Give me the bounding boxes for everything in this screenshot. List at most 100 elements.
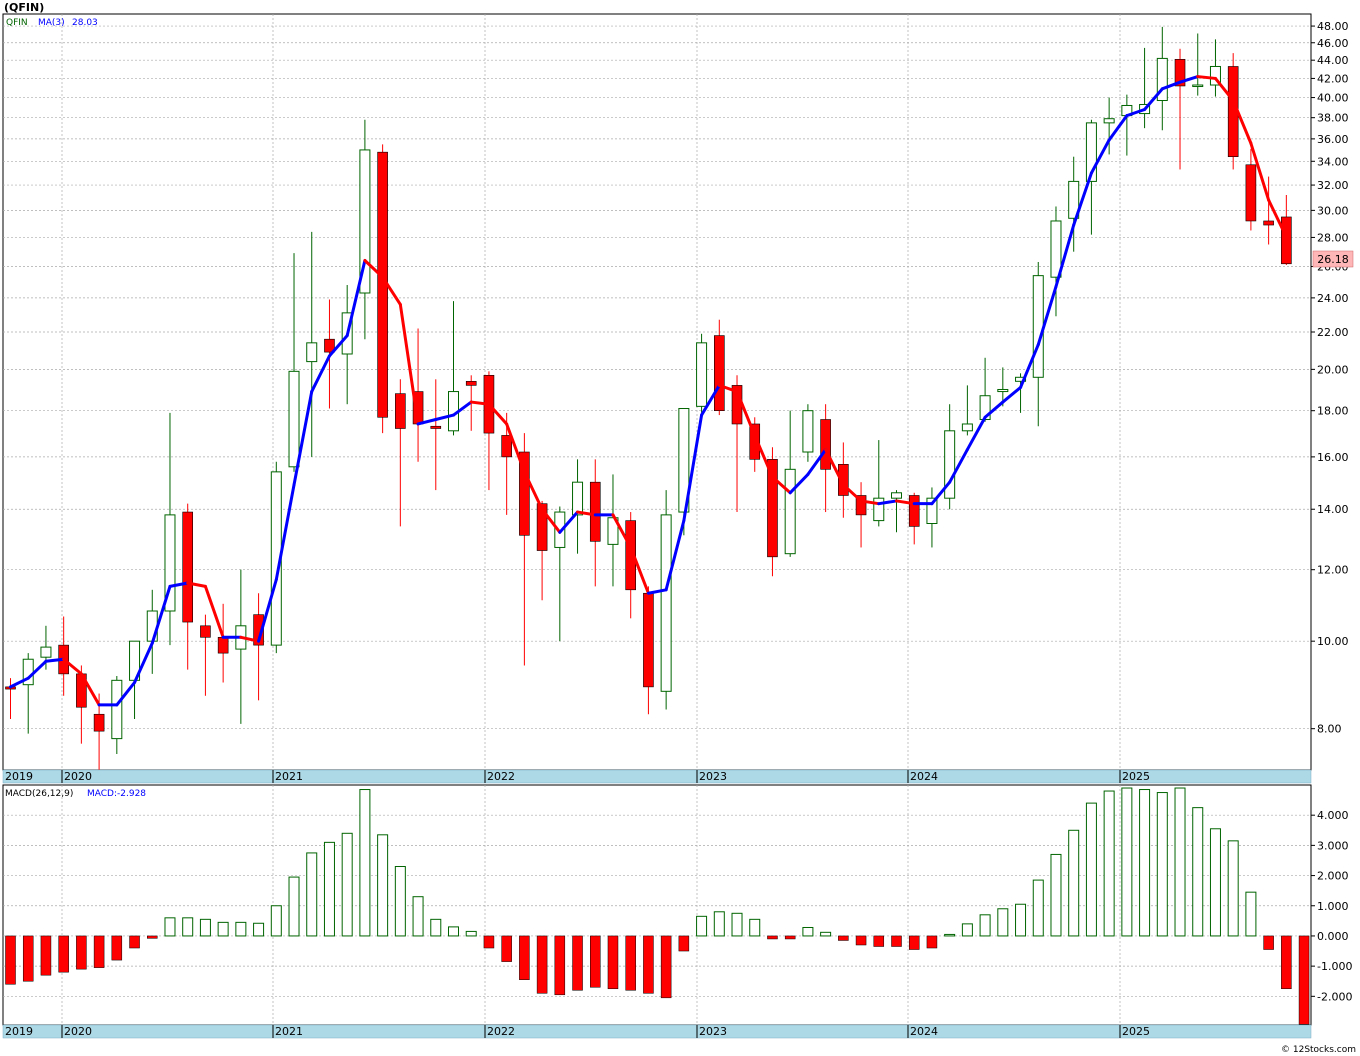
ma-segment — [133, 641, 154, 684]
macd-bar-negative — [873, 935, 885, 947]
macd-panel: -2.000 -1.000 0.000 1.000 2.000 3.000 4.000 MA… — [2, 784, 1352, 1026]
candle-body-up — [164, 514, 176, 612]
price-tick-label: 24.00 — [1317, 292, 1349, 305]
macd-bar-positive — [288, 876, 300, 937]
macd-tick-label: 0.000 — [1317, 930, 1349, 943]
price-tick-label: 36.00 — [1317, 133, 1349, 146]
candle-body-up — [1032, 275, 1044, 378]
ma-segment — [452, 400, 473, 417]
macd-bar-positive — [394, 866, 406, 937]
candle-body-down — [1245, 164, 1257, 222]
macd-bar-positive — [1139, 789, 1151, 937]
macd-bar-positive — [1068, 829, 1080, 937]
ma-segment — [877, 499, 898, 506]
macd-bar-positive — [749, 918, 761, 937]
price-tick-label: 44.00 — [1317, 54, 1349, 67]
candle-body-down — [182, 511, 193, 623]
ma-segment — [948, 448, 969, 484]
ma-segment — [416, 417, 438, 426]
price-tick-label: 22.00 — [1317, 326, 1349, 339]
candle-body-up — [306, 342, 318, 363]
candle-body-down — [324, 338, 335, 353]
year-label: 2020 — [64, 770, 92, 783]
ma-segment — [788, 472, 810, 495]
macd-bar-positive — [1103, 790, 1115, 937]
macd-bar-positive — [306, 852, 318, 937]
macd-bar-negative — [855, 935, 867, 946]
ma-segment — [381, 275, 402, 306]
macd-bar-negative — [483, 935, 495, 949]
macd-tick-label: 4.000 — [1317, 809, 1349, 822]
ma-segment — [682, 413, 704, 523]
macd-bar-negative — [1298, 935, 1310, 1025]
candle-body-down — [625, 520, 637, 591]
ma-segment — [115, 680, 137, 707]
ma-segment — [1125, 108, 1147, 118]
macd-plot-frame — [2, 784, 1312, 1026]
macd-bar-negative — [519, 935, 530, 980]
ma-segment — [753, 433, 774, 479]
price-panel: 8.00 10.00 12.00 14.00 16.00 18.00 20.00 22.00 2… — [2, 1, 1354, 771]
ma-segment — [434, 413, 455, 421]
macd-bar-negative — [5, 935, 16, 985]
macd-bar-positive — [199, 918, 211, 937]
price-tick-label: 46.00 — [1317, 37, 1349, 50]
macd-bar-negative — [554, 935, 566, 996]
macd-bar-negative — [926, 935, 938, 949]
macd-bar-negative — [147, 935, 158, 939]
macd-bar-negative — [838, 935, 849, 941]
candle-body-down — [395, 393, 406, 429]
macd-bar-positive — [1192, 807, 1204, 937]
macd-bar-positive — [713, 911, 725, 937]
ma-segment — [1143, 87, 1164, 112]
chart-title: (QFIN) — [4, 1, 44, 14]
macd-tick-label: -2.000 — [1317, 990, 1352, 1003]
macd-bar-positive — [731, 912, 743, 937]
candle-body-down — [643, 592, 654, 688]
ma-segment — [841, 483, 863, 503]
price-x-axis: 2019 2020 2021 2022 2023 2024 2025 — [2, 769, 1312, 784]
ma-segment — [274, 483, 296, 582]
ma-segment — [770, 475, 792, 495]
legend-ma-value: 28.03 — [72, 18, 98, 28]
price-grid — [3, 14, 1311, 770]
macd-bar-negative — [22, 935, 34, 982]
ma-segment — [26, 659, 48, 680]
macd-bar-negative — [536, 935, 548, 994]
ma-segment — [62, 657, 83, 676]
ma-segment — [576, 510, 597, 517]
macd-bar-positive — [1227, 840, 1239, 937]
ma-segment — [398, 302, 420, 426]
candlesticks — [5, 26, 1292, 770]
macd-bar-negative — [58, 935, 69, 973]
candle-body-down — [589, 481, 601, 542]
candle-body-down — [253, 614, 264, 646]
year-label: 2022 — [487, 1025, 515, 1038]
candle-body-down — [1174, 58, 1186, 87]
candle-body-down — [200, 625, 211, 638]
ma-segment — [239, 635, 261, 643]
macd-bar-positive — [253, 922, 265, 937]
ma-segment — [859, 499, 881, 506]
macd-histogram — [5, 787, 1310, 1025]
macd-bar-positive — [1209, 828, 1221, 937]
ma-segment — [700, 383, 721, 417]
macd-bar-negative — [678, 935, 690, 952]
ma-segment — [1072, 171, 1093, 227]
year-label: 2019 — [5, 1025, 33, 1038]
ma-segment — [487, 402, 509, 426]
candle-body-up — [1192, 84, 1204, 88]
watermark: © 12Stocks.com — [1281, 1045, 1356, 1055]
candle-body-up — [1085, 122, 1097, 182]
price-tick-label: 48.00 — [1317, 20, 1349, 33]
year-label: 2025 — [1122, 1025, 1150, 1038]
macd-bar-positive — [1085, 802, 1097, 937]
moving-average-line — [9, 75, 1288, 707]
macd-bar-positive — [802, 926, 814, 937]
candle-body-down — [465, 381, 477, 386]
candle-body-up — [1015, 376, 1027, 382]
ma-segment — [1267, 198, 1288, 239]
macd-bar-positive — [1121, 787, 1133, 937]
macd-bar-negative — [93, 935, 105, 968]
candle-body-down — [855, 495, 867, 516]
